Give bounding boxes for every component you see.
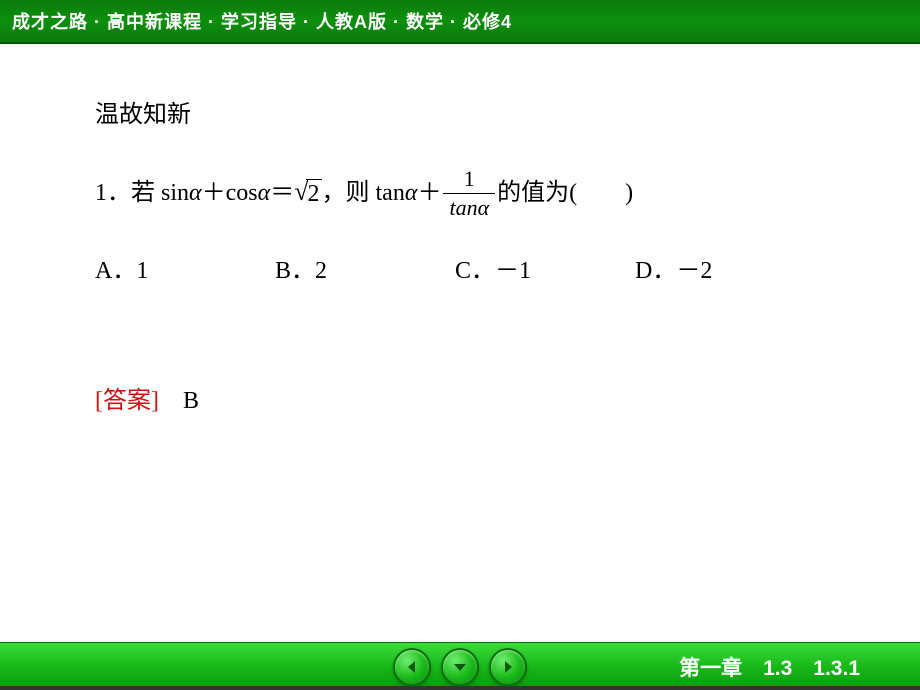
slide-content: 温故知新 1．若 sin α ＋cos α ＝ √ 2 ，则 tan α ＋ 1… bbox=[0, 44, 920, 415]
option-a: A．1 bbox=[95, 250, 275, 285]
sqrt-expression: √ 2 bbox=[294, 179, 321, 209]
fraction-numerator: 1 bbox=[458, 167, 481, 193]
footer-chapter: 第一章 1.3 1.3.1 bbox=[679, 652, 860, 682]
arrow-left-icon bbox=[402, 657, 422, 677]
option-d: D．－2 bbox=[635, 250, 815, 285]
q-alpha2: α bbox=[258, 177, 271, 211]
q-prefix: 1．若 sin bbox=[95, 177, 189, 211]
fraction: 1 tanα bbox=[443, 167, 495, 220]
next-button[interactable] bbox=[489, 648, 527, 686]
arrow-down-icon bbox=[450, 657, 470, 677]
prev-button[interactable] bbox=[393, 648, 431, 686]
fraction-denominator: tanα bbox=[443, 193, 495, 220]
q-comma: ，则 tan bbox=[322, 177, 405, 211]
sqrt-value: 2 bbox=[306, 179, 322, 209]
option-b: B．2 bbox=[275, 250, 455, 285]
header-bar: 成才之路 · 高中新课程 · 学习指导 · 人教A版 · 数学 · 必修4 bbox=[0, 0, 920, 44]
answer-line: [答案] B bbox=[95, 380, 825, 415]
answer-label: [答案] bbox=[95, 388, 159, 414]
down-button[interactable] bbox=[441, 648, 479, 686]
q-plus2: ＋ bbox=[417, 177, 441, 211]
question-text: 1．若 sin α ＋cos α ＝ √ 2 ，则 tan α ＋ 1 tanα… bbox=[95, 167, 825, 220]
arrow-right-icon bbox=[498, 657, 518, 677]
section-title: 温故知新 bbox=[95, 94, 825, 129]
nav-buttons-group bbox=[393, 648, 527, 686]
q-eq: ＝ bbox=[270, 177, 294, 211]
options-row: A．1 B．2 C．－1 D．－2 bbox=[95, 250, 825, 285]
footer-bar: 第一章 1.3 1.3.1 bbox=[0, 642, 920, 690]
option-c: C．－1 bbox=[455, 250, 635, 285]
q-alpha3: α bbox=[405, 177, 418, 211]
q-suffix: 的值为( ) bbox=[497, 177, 633, 211]
q-alpha1: α bbox=[189, 177, 202, 211]
bottom-shadow bbox=[0, 686, 920, 690]
q-plus1: ＋cos bbox=[202, 177, 258, 211]
answer-value: B bbox=[183, 388, 199, 414]
header-title: 成才之路 · 高中新课程 · 学习指导 · 人教A版 · 数学 · 必修4 bbox=[12, 8, 512, 34]
